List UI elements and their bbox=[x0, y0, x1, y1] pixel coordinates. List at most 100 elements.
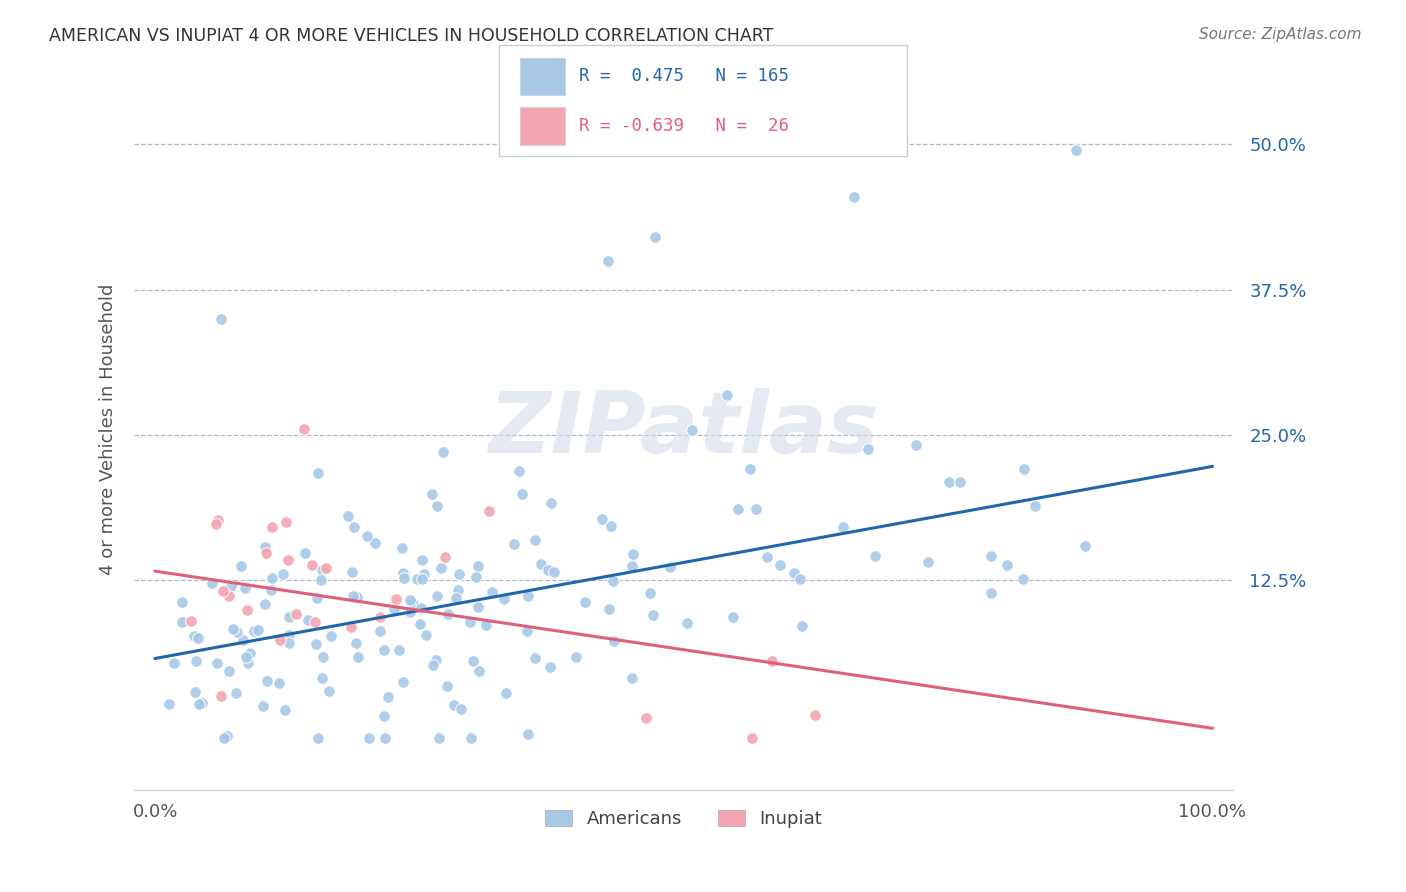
Point bbox=[315, 561, 337, 575]
Point bbox=[183, 629, 205, 643]
Point bbox=[373, 708, 395, 723]
Point bbox=[745, 501, 768, 516]
Point bbox=[204, 516, 226, 531]
Point bbox=[620, 671, 643, 685]
Point bbox=[676, 615, 699, 630]
Point bbox=[305, 637, 328, 651]
Point bbox=[636, 711, 658, 725]
Point bbox=[481, 585, 503, 599]
Text: R = -0.639   N =  26: R = -0.639 N = 26 bbox=[579, 117, 789, 135]
Point bbox=[538, 659, 561, 673]
Point bbox=[1073, 539, 1095, 553]
Point bbox=[769, 558, 792, 573]
Point bbox=[307, 731, 329, 745]
Point bbox=[659, 559, 682, 574]
Point bbox=[415, 627, 437, 641]
Point bbox=[231, 558, 253, 573]
Point bbox=[304, 615, 326, 629]
Point bbox=[863, 549, 886, 563]
Point bbox=[427, 731, 450, 745]
Point bbox=[236, 656, 259, 670]
Point bbox=[184, 654, 207, 668]
Point bbox=[638, 586, 661, 600]
Point bbox=[475, 618, 498, 632]
Point bbox=[517, 727, 540, 741]
Point bbox=[537, 563, 560, 577]
Point bbox=[1024, 500, 1046, 514]
Point bbox=[172, 595, 194, 609]
Point bbox=[233, 581, 256, 595]
Point bbox=[738, 462, 761, 476]
Point bbox=[432, 445, 454, 459]
Point bbox=[277, 627, 299, 641]
Point bbox=[938, 475, 960, 490]
Point bbox=[267, 676, 290, 690]
Point bbox=[460, 731, 482, 745]
Point bbox=[463, 654, 485, 668]
Point bbox=[242, 624, 264, 638]
Point bbox=[188, 698, 211, 712]
Point bbox=[727, 502, 749, 516]
Point bbox=[373, 643, 395, 657]
Point bbox=[374, 731, 396, 745]
Point bbox=[599, 518, 621, 533]
Point bbox=[368, 610, 391, 624]
Point bbox=[392, 674, 415, 689]
Point bbox=[543, 565, 565, 579]
Point bbox=[157, 698, 180, 712]
Point bbox=[391, 566, 413, 580]
Point bbox=[336, 508, 359, 523]
Point bbox=[278, 609, 301, 624]
Point bbox=[516, 624, 538, 638]
Point bbox=[409, 601, 432, 615]
Point bbox=[301, 558, 323, 573]
Point bbox=[458, 615, 481, 630]
Point bbox=[723, 610, 745, 624]
Point bbox=[409, 617, 432, 632]
Point bbox=[832, 520, 855, 534]
Point bbox=[761, 654, 783, 668]
Point bbox=[716, 387, 738, 401]
Point bbox=[260, 583, 283, 598]
Point bbox=[620, 559, 643, 574]
Point bbox=[370, 624, 392, 639]
Point bbox=[1012, 462, 1035, 476]
Point bbox=[468, 664, 491, 678]
Text: ZIPatlas: ZIPatlas bbox=[488, 388, 879, 471]
Point bbox=[183, 685, 205, 699]
Point bbox=[426, 499, 449, 513]
Point bbox=[254, 597, 277, 611]
Point bbox=[388, 642, 411, 657]
Point bbox=[523, 651, 546, 665]
Point bbox=[236, 603, 259, 617]
Point bbox=[294, 546, 316, 560]
Point bbox=[980, 549, 1002, 563]
Point bbox=[392, 571, 415, 585]
Point bbox=[297, 613, 319, 627]
Point bbox=[399, 605, 422, 619]
Point bbox=[425, 653, 447, 667]
Point bbox=[844, 189, 866, 203]
Point bbox=[517, 589, 540, 603]
Point bbox=[413, 566, 436, 581]
Point bbox=[221, 622, 243, 636]
Point bbox=[219, 579, 242, 593]
Point bbox=[340, 565, 363, 579]
Point bbox=[591, 512, 613, 526]
Point bbox=[344, 636, 367, 650]
Point bbox=[508, 464, 530, 478]
Point bbox=[312, 650, 335, 665]
Point bbox=[465, 570, 488, 584]
Point bbox=[643, 607, 665, 622]
Point bbox=[342, 589, 364, 603]
Point bbox=[307, 467, 329, 481]
Point bbox=[856, 442, 879, 457]
Point bbox=[311, 563, 333, 577]
Text: R =  0.475   N = 165: R = 0.475 N = 165 bbox=[579, 67, 789, 86]
Point bbox=[917, 555, 939, 569]
Point bbox=[598, 602, 620, 616]
Point bbox=[382, 602, 405, 616]
Point bbox=[494, 592, 516, 607]
Point bbox=[364, 536, 387, 550]
Point bbox=[681, 424, 703, 438]
